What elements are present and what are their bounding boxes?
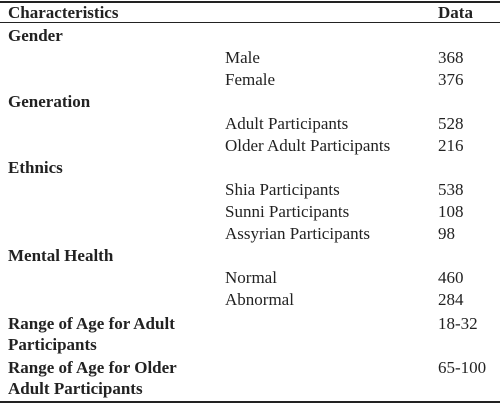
row-label: Assyrian Participants [225, 224, 370, 243]
row-label: Older Adult Participants [225, 136, 391, 155]
row-label: Adult Participants [225, 114, 349, 133]
top-rule [0, 1, 500, 3]
section-title: Generation [8, 92, 91, 111]
row-value: 108 [438, 202, 464, 221]
header-cell: Data [438, 3, 473, 22]
bottom-rule [0, 401, 500, 403]
range-label: Range of Age for Adult Participants [8, 314, 175, 354]
row-label: Male [225, 48, 260, 67]
row-label: Abnormal [225, 290, 294, 309]
section-title: Mental Health [8, 246, 114, 265]
row-value: 460 [438, 268, 464, 287]
row-label: Sunni Participants [225, 202, 350, 221]
row-value: 528 [438, 114, 464, 133]
range-value: 65-100 [438, 358, 487, 377]
section-title: Gender [8, 26, 63, 45]
row-value: 216 [438, 136, 464, 155]
range-value: 18-32 [438, 314, 478, 333]
range-label: Range of Age for Older Adult Participant… [8, 358, 177, 398]
row-label: Shia Participants [225, 180, 340, 199]
row-value: 376 [438, 70, 464, 89]
row-label: Female [225, 70, 276, 89]
row-value: 284 [438, 290, 464, 309]
section-title: Ethnics [8, 158, 63, 177]
row-value: 538 [438, 180, 464, 199]
header-cell: Characteristics [8, 3, 119, 22]
row-label: Normal [225, 268, 277, 287]
row-value: 368 [438, 48, 464, 67]
row-value: 98 [438, 224, 455, 243]
header-rule [0, 22, 500, 23]
